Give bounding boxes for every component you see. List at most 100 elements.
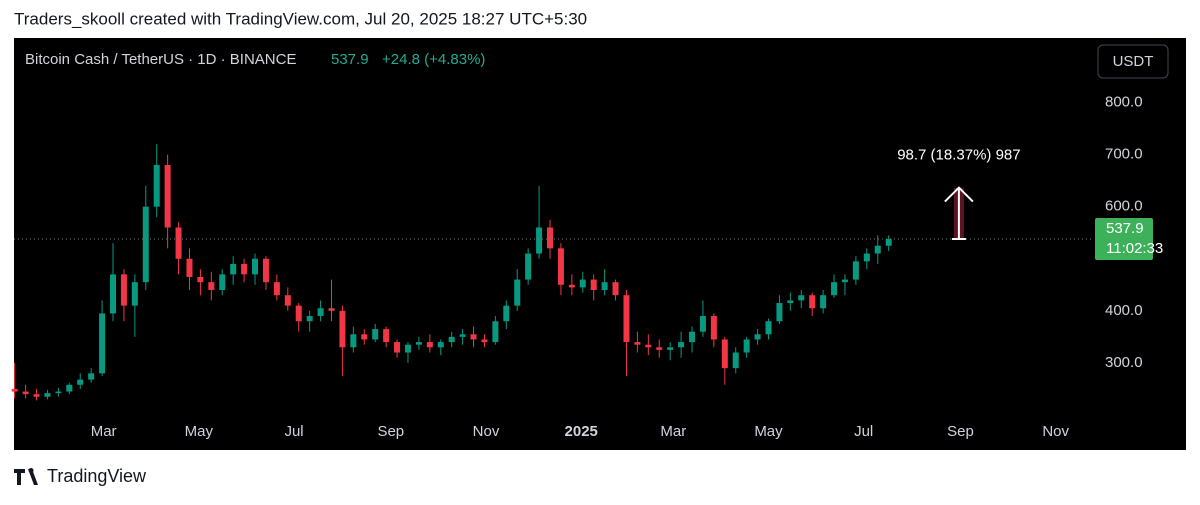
candles — [11, 144, 892, 401]
y-tick-label: 700.0 — [1105, 146, 1143, 163]
candle-body — [831, 282, 838, 296]
measure-label: 98.7 (18.37%) 987 — [897, 147, 1020, 164]
candle-body — [394, 342, 401, 353]
candle-body — [623, 295, 630, 343]
candle-body — [197, 276, 204, 283]
candle-body — [186, 258, 193, 277]
y-tick-label: 800.0 — [1105, 93, 1143, 110]
y-tick-label: 400.0 — [1105, 302, 1143, 319]
symbol-title: Bitcoin Cash / TetherUS · 1D · BINANCE — [25, 51, 296, 68]
last-price-box — [1095, 218, 1153, 261]
candle-body — [732, 352, 739, 369]
candle-body — [557, 248, 564, 285]
candle-body — [885, 239, 892, 246]
candle-body — [874, 245, 881, 254]
candle-body — [120, 274, 127, 306]
candle-body — [525, 253, 532, 280]
candle-body — [547, 227, 553, 249]
countdown-label: 11:02:33 — [1106, 240, 1163, 257]
candle-body — [415, 342, 422, 345]
header-price: 537.9 — [331, 51, 369, 68]
candle-body — [284, 295, 291, 306]
candle-body — [743, 339, 750, 353]
candle-body — [645, 344, 652, 348]
candle-body — [601, 282, 608, 290]
candle-body — [852, 261, 859, 280]
candle-body — [656, 347, 663, 350]
candle-body — [612, 282, 619, 296]
candle-body — [404, 344, 411, 353]
chart-panel — [14, 38, 1186, 450]
x-tick-label: Nov — [1042, 423, 1069, 440]
candle-body — [459, 334, 466, 337]
x-tick-label: May — [185, 423, 214, 440]
candle-body — [710, 316, 717, 340]
candle-body — [22, 391, 29, 395]
candle-body — [131, 282, 138, 306]
candle-body — [241, 263, 248, 275]
candle-body — [776, 303, 783, 322]
logo-mark — [14, 468, 38, 485]
candle-body — [787, 300, 794, 304]
candle-body — [99, 313, 106, 374]
candle-body — [383, 329, 390, 343]
candle-body — [568, 284, 575, 288]
candle-body — [841, 279, 848, 283]
x-tick-label: Mar — [660, 423, 686, 440]
candle-body — [361, 334, 368, 340]
candle-body — [503, 305, 510, 322]
credit: Traders_skooll created with TradingView.… — [14, 9, 587, 28]
candle-body — [295, 305, 302, 322]
candle-body — [11, 388, 18, 392]
candle-body — [339, 310, 346, 348]
candle-body — [798, 295, 805, 301]
candle-body — [328, 308, 335, 311]
candle-body — [448, 336, 455, 343]
candle-body — [219, 274, 226, 290]
candle-body — [426, 342, 433, 348]
candle-body — [350, 334, 357, 348]
x-tick-label: Nov — [473, 423, 500, 440]
candle-body — [689, 331, 696, 343]
candle-body — [492, 321, 499, 343]
candle-body — [765, 321, 772, 335]
last-price-label: 537.9 — [1106, 220, 1144, 237]
candle-body — [142, 206, 149, 283]
candle-body — [273, 282, 280, 296]
y-tick-label: 300.0 — [1105, 354, 1143, 371]
candle-body — [437, 342, 444, 348]
candle-body — [153, 165, 160, 207]
candle-body — [481, 339, 488, 343]
measure-arrowhead — [944, 186, 974, 203]
candle-body — [820, 295, 827, 309]
candle-body — [44, 393, 51, 397]
candle-body — [372, 329, 379, 340]
x-tick-label: Mar — [91, 423, 117, 440]
candle-body — [536, 227, 543, 254]
candle-body — [863, 253, 870, 262]
currency-label[interactable]: USDT — [1113, 53, 1154, 70]
x-tick-label: Jul — [284, 423, 303, 440]
candle-body — [634, 342, 641, 345]
footer-brand: TradingView — [47, 466, 147, 486]
candle-body — [88, 373, 95, 380]
currency-button[interactable] — [1097, 44, 1169, 79]
candle-body — [110, 274, 117, 314]
y-tick-label: 600.0 — [1105, 198, 1143, 215]
candle-body — [33, 394, 40, 397]
candle-body — [55, 391, 62, 394]
candle-body — [317, 308, 324, 317]
candle-body — [699, 316, 706, 332]
candle-body — [230, 263, 237, 275]
candle-body — [262, 258, 269, 283]
footer-logo — [14, 468, 38, 485]
candle-body — [306, 316, 313, 322]
candle-body — [175, 227, 182, 259]
header-change: +24.8 (+4.83%) — [382, 51, 485, 68]
candle-body — [579, 279, 586, 288]
candle-body — [66, 384, 73, 392]
candle-body — [667, 347, 674, 350]
candle-body — [77, 379, 84, 385]
